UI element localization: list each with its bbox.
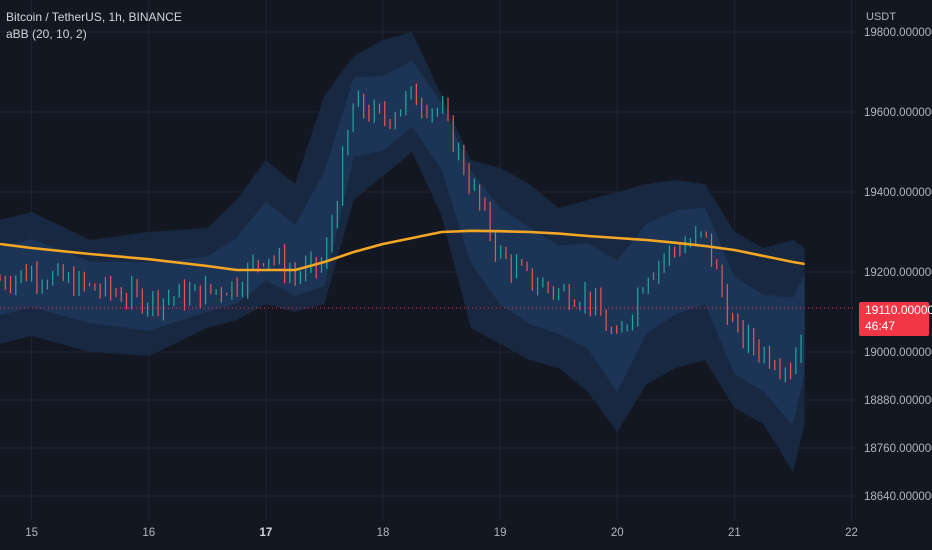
y-tick-label: 19600.000000 — [864, 107, 932, 119]
y-tick-label: 18640.000000 — [864, 491, 932, 503]
x-tick-label: 17 — [259, 527, 272, 539]
x-tick-label: 16 — [142, 527, 155, 539]
x-tick-label: 21 — [728, 527, 741, 539]
band-inner — [0, 60, 805, 426]
indicator-label[interactable]: aBB (20, 10, 2) — [6, 27, 87, 41]
currency-label[interactable]: USDT — [866, 11, 896, 23]
y-tick-label: 19000.000000 — [864, 347, 932, 359]
last-price-value: 19110.000000 — [865, 303, 932, 317]
ma-line — [0, 229, 805, 272]
symbol-title[interactable]: Bitcoin / TetherUS, 1h, BINANCE — [6, 10, 182, 24]
candle-countdown: 46:47 — [865, 319, 896, 333]
x-tick-label: 22 — [845, 527, 858, 539]
y-tick-label: 19200.000000 — [864, 267, 932, 279]
y-tick-label: 19400.000000 — [864, 187, 932, 199]
y-tick-label: 19800.000000 — [864, 27, 932, 39]
y-tick-label: 18880.000000 — [864, 395, 932, 407]
x-tick-label: 20 — [611, 527, 624, 539]
x-tick-label: 18 — [377, 527, 390, 539]
x-tick-label: 15 — [25, 527, 38, 539]
y-tick-label: 18760.000000 — [864, 443, 932, 455]
last-price-tag: 19110.000000 46:47 — [859, 302, 932, 336]
x-tick-label: 19 — [494, 527, 507, 539]
